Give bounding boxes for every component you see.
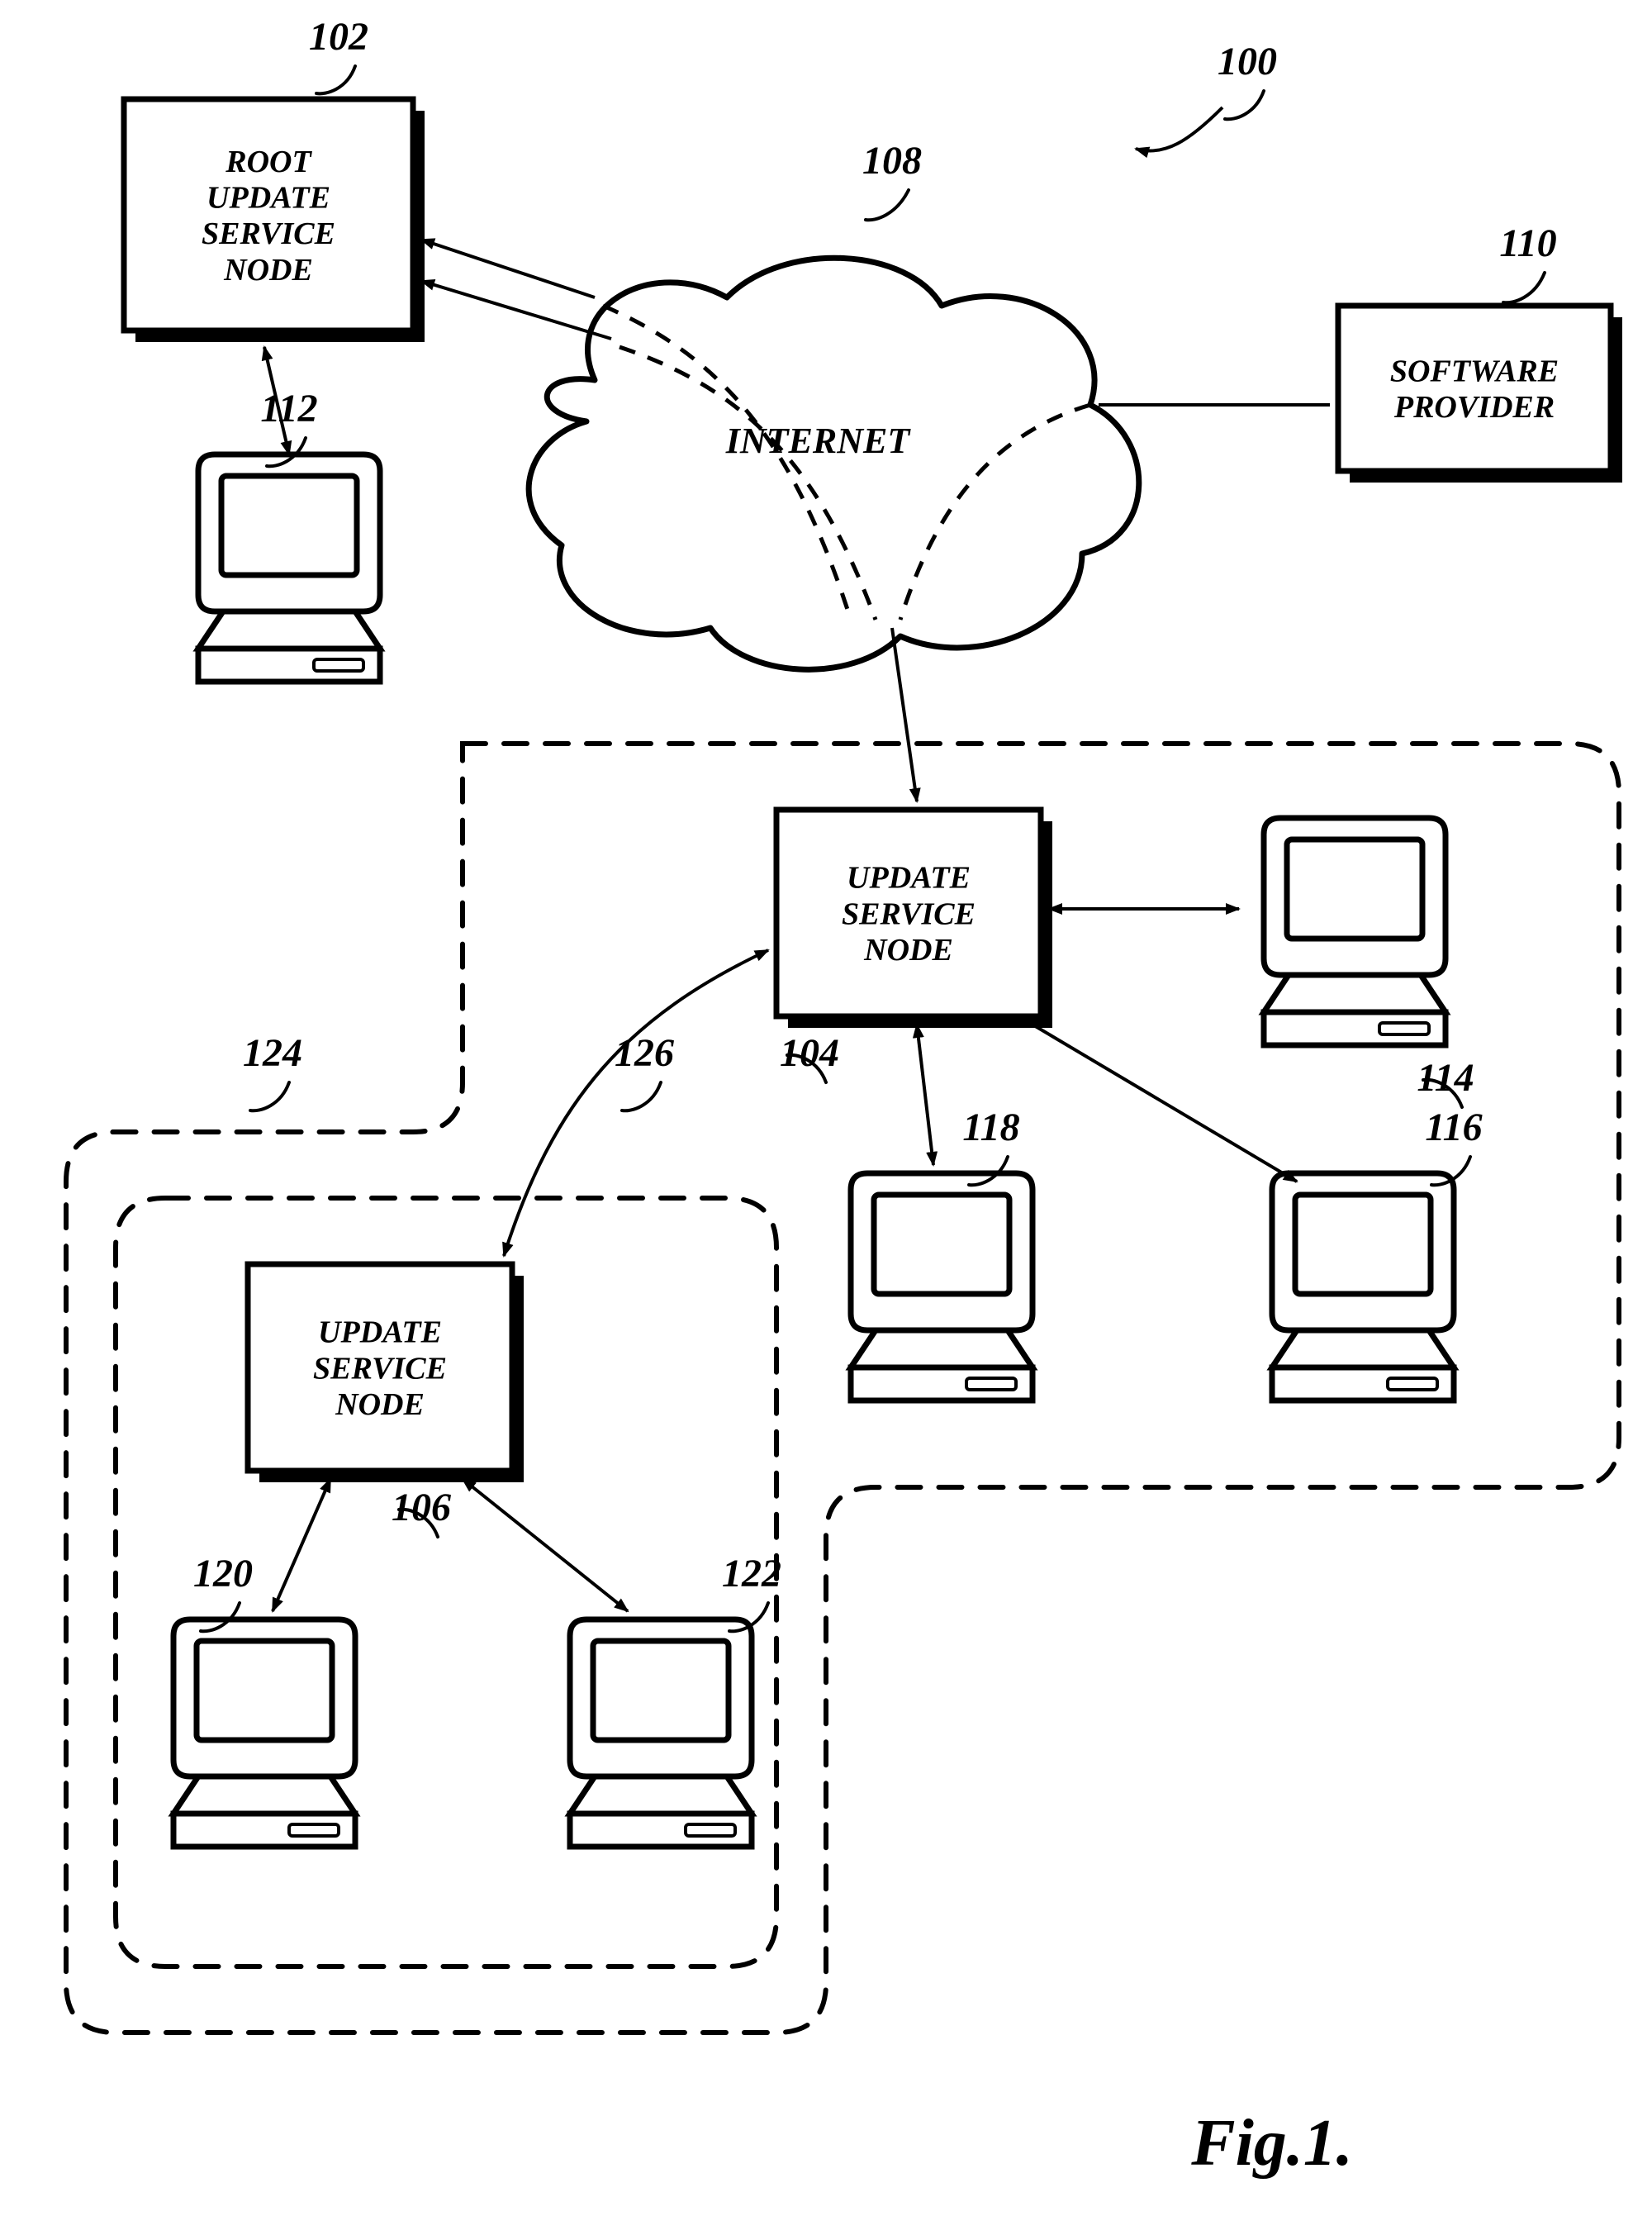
figure-caption: Fig.1. — [1190, 2107, 1353, 2180]
ref-leader-108 — [866, 190, 909, 220]
arrow-usn2-c122 — [463, 1479, 628, 1611]
ref-120: 120 — [193, 1552, 253, 1595]
internet-cloud — [529, 258, 1139, 669]
computer-c116 — [1272, 1173, 1454, 1400]
box-label-root-1: UPDATE — [206, 180, 330, 215]
ref-108: 108 — [862, 139, 922, 183]
fig-ref-100-arrow — [1136, 107, 1222, 151]
ref-112: 112 — [260, 387, 317, 430]
ref-104: 104 — [780, 1031, 839, 1075]
ref-116: 116 — [1425, 1106, 1482, 1149]
box-label-usn1-2: NODE — [863, 933, 953, 968]
computer-c122 — [570, 1619, 752, 1847]
ref-124: 124 — [243, 1031, 302, 1075]
ref-118: 118 — [962, 1106, 1019, 1149]
box-label-usn2-2: NODE — [335, 1387, 425, 1422]
ref-100: 100 — [1218, 40, 1277, 83]
box-label-swprov-1: PROVIDER — [1393, 390, 1555, 425]
fig-ref-100-leader — [1225, 91, 1264, 119]
box-label-usn2-1: SERVICE — [313, 1351, 447, 1386]
box-label-usn1-0: UPDATE — [847, 861, 971, 896]
arrow-usn2-c120 — [273, 1479, 330, 1611]
computer-c112 — [198, 454, 380, 682]
cloud-label: INTERNET — [725, 421, 912, 461]
arrow-cloud-root2 — [421, 281, 611, 339]
ref-122: 122 — [722, 1552, 781, 1595]
box-label-root-2: SERVICE — [202, 216, 335, 251]
ref-leader-102 — [316, 66, 355, 93]
ref-114: 114 — [1417, 1056, 1474, 1100]
arrow-cloud-usn1 — [892, 628, 917, 801]
box-label-root-3: NODE — [223, 253, 313, 288]
ref-leader-126 — [622, 1082, 661, 1110]
arrow-usn1-usn2 — [504, 950, 768, 1256]
arrow-usn1-c116 — [1032, 1025, 1297, 1182]
box-label-root-0: ROOT — [225, 145, 312, 179]
box-label-usn2-0: UPDATE — [318, 1315, 442, 1350]
ref-110: 110 — [1499, 221, 1556, 265]
ref-106: 106 — [392, 1486, 451, 1529]
computer-c120 — [173, 1619, 355, 1847]
ref-leader-124 — [250, 1082, 289, 1110]
computer-c118 — [851, 1173, 1032, 1400]
box-label-swprov-0: SOFTWARE — [1390, 354, 1559, 388]
ref-126: 126 — [615, 1031, 674, 1075]
computer-c114 — [1264, 818, 1446, 1045]
box-label-usn1-1: SERVICE — [842, 896, 976, 931]
ref-leader-110 — [1503, 273, 1545, 302]
ref-102: 102 — [309, 15, 368, 59]
arrow-usn1-c118 — [917, 1025, 933, 1165]
